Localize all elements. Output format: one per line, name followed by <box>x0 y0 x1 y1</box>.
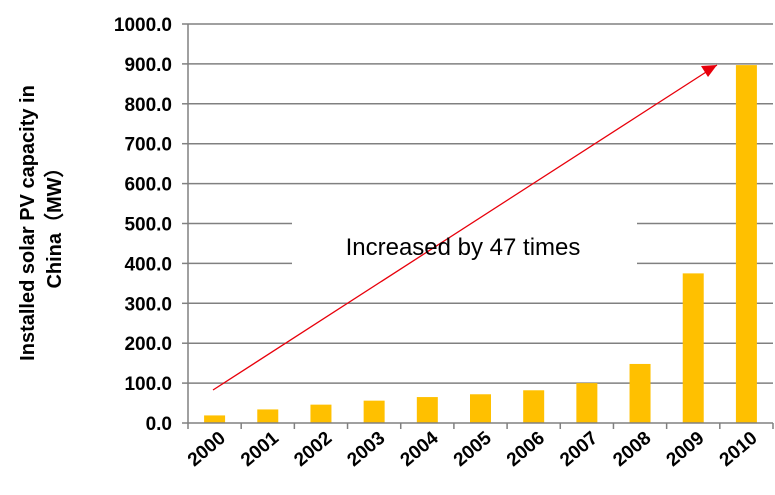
growth-annotation: Increased by 47 times <box>212 64 718 391</box>
bar-2001 <box>257 409 279 423</box>
x-tick-label: 2001 <box>237 427 283 471</box>
bar-2002 <box>310 404 332 423</box>
y-tick-label: 600.0 <box>124 175 172 196</box>
x-tick-label: 2009 <box>663 428 709 471</box>
bars <box>204 65 757 424</box>
bar-2010 <box>735 65 757 424</box>
bar-2007 <box>576 383 598 423</box>
y-tick-label: 800.0 <box>124 95 172 116</box>
x-tick-label: 2008 <box>609 428 655 471</box>
y-tick-label: 300.0 <box>124 294 172 315</box>
bar-2003 <box>363 400 385 423</box>
x-tick-labels: 2000 2001 2002 2003 2004 2005 2006 2007 2008 2009… <box>184 427 762 471</box>
x-tick-label: 2004 <box>397 427 443 471</box>
bar-2000 <box>204 415 226 423</box>
x-tick-label: 2006 <box>503 428 549 471</box>
y-tick-label: 1000.0 <box>114 15 172 36</box>
x-tick-label: 2002 <box>290 428 336 471</box>
annotation-text: Increased by 47 times <box>346 234 581 261</box>
axes <box>182 23 774 429</box>
x-tick-label: 2003 <box>343 428 389 471</box>
bar-2009 <box>682 273 704 423</box>
y-axis-title-line1: Installed solar PV capacity in <box>17 85 39 361</box>
growth-arrow <box>212 64 718 391</box>
growth-arrowhead <box>701 65 717 77</box>
y-tick-label: 900.0 <box>124 55 172 76</box>
y-tick-label: 700.0 <box>124 135 172 156</box>
y-axis-title-line2: China（MW） <box>43 157 66 288</box>
y-axis-title: Installed solar PV capacity in China（MW） <box>17 85 66 361</box>
y-tick-label: 500.0 <box>124 215 172 236</box>
y-tick-label: 0.0 <box>146 414 172 435</box>
y-tick-label: 200.0 <box>124 334 172 355</box>
y-tick-label: 400.0 <box>124 254 172 275</box>
x-tick-label: 2010 <box>716 428 762 471</box>
x-tick-label: 2000 <box>184 428 230 471</box>
x-tick-label: 2007 <box>556 428 602 471</box>
y-tick-labels: 0.0 100.0 200.0 300.0 400.0 500.0 600.0 700.0 80… <box>114 15 172 435</box>
x-tick-label: 2005 <box>450 427 496 471</box>
bar-2006 <box>523 390 545 423</box>
bar-2008 <box>629 363 651 423</box>
annotation-box <box>292 216 637 266</box>
y-tick-label: 100.0 <box>124 374 172 395</box>
bar-2005 <box>470 394 491 423</box>
bar-2004 <box>416 397 438 423</box>
